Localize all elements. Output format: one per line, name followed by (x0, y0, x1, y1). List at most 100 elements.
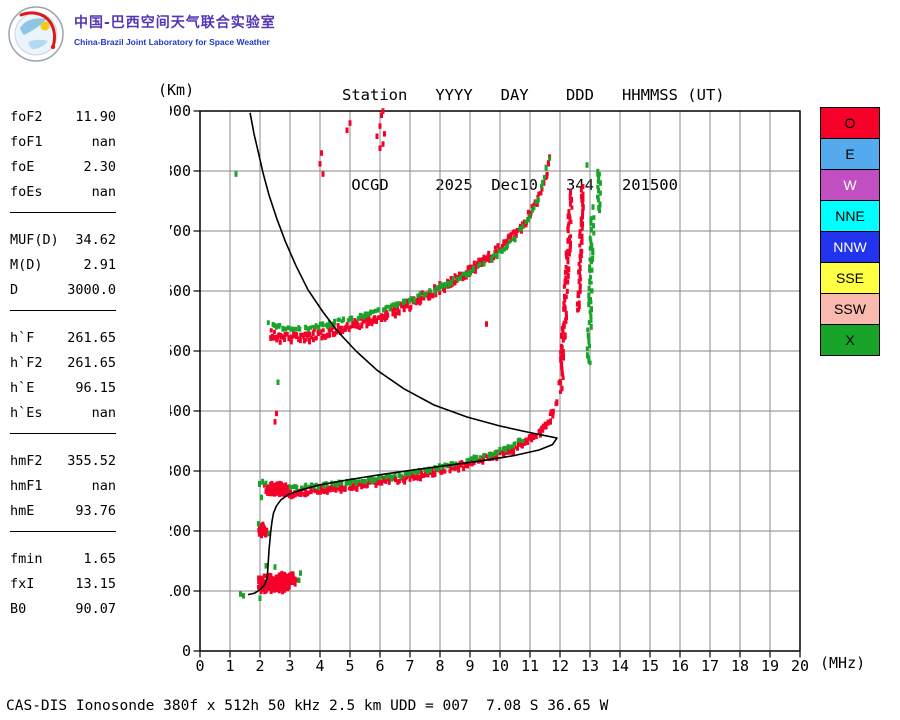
param-value: 355.52 (67, 452, 116, 469)
param-row-hmF1: hmF1 nan (10, 473, 116, 498)
globe-land-icon (20, 18, 46, 35)
y-axis-unit-label: (Km) (158, 81, 195, 99)
svg-text:300: 300 (170, 462, 191, 480)
ionogram-plot: 0123456789101112131415161718192001002003… (170, 102, 809, 675)
legend-item-NNE: NNE (820, 200, 880, 232)
trace-F-trace-X-asymptote (585, 215, 596, 365)
lab-logo-icon (8, 6, 64, 62)
svg-text:20: 20 (791, 657, 809, 675)
parameter-panel: foF2 11.90 foF1 nan foE 2.30 foEs nan MUF(D) 34.6… (10, 104, 116, 621)
svg-text:14: 14 (611, 657, 629, 675)
orbit-dot-icon (50, 44, 56, 50)
svg-text:400: 400 (170, 402, 191, 420)
param-value: 96.15 (75, 379, 116, 396)
param-row-foF2: foF2 11.90 (10, 104, 116, 129)
param-row-hEs: h`Es nan (10, 400, 116, 425)
param-row-fxI: fxI 13.15 (10, 571, 116, 596)
legend-item-O: O (820, 107, 880, 139)
station-header-row: Station YYYY DAY DDD HHMMSS (UT) (342, 86, 725, 104)
param-value: 34.62 (75, 231, 116, 248)
svg-text:16: 16 (671, 657, 689, 675)
param-row-fmin: fmin 1.65 (10, 546, 116, 571)
param-row-hmE: hmE 93.76 (10, 498, 116, 523)
param-group-divider (10, 531, 116, 532)
param-label: fxI (10, 575, 35, 592)
param-group-divider (10, 433, 116, 434)
legend-item-NNW: NNW (820, 231, 880, 263)
svg-text:19: 19 (761, 657, 779, 675)
param-label: MUF(D) (10, 231, 59, 248)
svg-text:900: 900 (170, 102, 191, 120)
svg-text:11: 11 (521, 657, 539, 675)
param-value: 2.91 (83, 256, 116, 273)
param-label: hmF1 (10, 477, 43, 494)
density-profile-line (247, 112, 558, 596)
svg-text:200: 200 (170, 522, 191, 540)
lab-logo: 中国-巴西空间天气联合实验室 China-Brazil Joint Labora… (8, 6, 276, 62)
svg-text:800: 800 (170, 162, 191, 180)
trace-2F-trace-X-fringe (266, 156, 552, 332)
param-value: 90.07 (75, 600, 116, 617)
cluster-F-leading-edge-O-blob (265, 480, 291, 498)
lab-title-en: China-Brazil Joint Laboratory for Space … (74, 37, 270, 47)
trace-F-trace-O-asymptote (557, 189, 574, 394)
axis-ticks (193, 110, 801, 658)
isolated-echoes-O (273, 108, 488, 425)
svg-text:18: 18 (731, 657, 749, 675)
param-label: h`F (10, 329, 35, 346)
param-row-hF2: h`F2 261.65 (10, 350, 116, 375)
orbit-arc-icon (19, 11, 56, 49)
sun-icon (40, 21, 50, 31)
param-value: nan (91, 404, 116, 421)
svg-text:3: 3 (285, 657, 294, 675)
svg-text:2: 2 (255, 657, 264, 675)
param-label: hmF2 (10, 452, 43, 469)
param-value: 13.15 (75, 575, 116, 592)
param-row-MD: M(D) 2.91 (10, 252, 116, 277)
legend-item-X: X (820, 324, 880, 356)
svg-text:100: 100 (170, 582, 191, 600)
svg-text:8: 8 (435, 657, 444, 675)
svg-text:10: 10 (491, 657, 509, 675)
param-label: h`E (10, 379, 35, 396)
trace-F-trace-O (263, 399, 559, 500)
param-row-MUFD: MUF(D) 34.62 (10, 227, 116, 252)
param-row-foE: foE 2.30 (10, 154, 116, 179)
param-value: nan (91, 477, 116, 494)
param-value: 3000.0 (67, 281, 116, 298)
footer-info: CAS-DIS Ionosonde 380f x 512h 50 kHz 2.5… (6, 698, 609, 714)
echo-traces (234, 108, 602, 601)
echo-type-legend: O E W NNE NNW SSE SSW X (820, 107, 880, 356)
svg-text:4: 4 (315, 657, 324, 675)
param-label: h`F2 (10, 354, 43, 371)
plot-frame (199, 110, 801, 652)
param-row-hF: h`F 261.65 (10, 325, 116, 350)
param-row-D: D 3000.0 (10, 277, 116, 302)
param-value: 1.65 (83, 550, 116, 567)
param-row-foEs: foEs nan (10, 179, 116, 204)
svg-text:15: 15 (641, 657, 659, 675)
svg-text:600: 600 (170, 282, 191, 300)
param-row-hmF2: hmF2 355.52 (10, 448, 116, 473)
param-label: foE (10, 158, 35, 175)
param-value: 2.30 (83, 158, 116, 175)
legend-item-SSE: SSE (820, 262, 880, 294)
svg-text:500: 500 (170, 342, 191, 360)
param-group-divider (10, 310, 116, 311)
svg-text:6: 6 (375, 657, 384, 675)
param-label: M(D) (10, 256, 43, 273)
trace-F-trace-X-fringe (258, 437, 525, 492)
svg-text:17: 17 (701, 657, 719, 675)
svg-text:5: 5 (345, 657, 354, 675)
legend-item-SSW: SSW (820, 293, 880, 325)
cluster-E-region-O-blob (257, 572, 291, 595)
legend-item-W: W (820, 169, 880, 201)
param-value: 93.76 (75, 502, 116, 519)
param-row-foF1: foF1 nan (10, 129, 116, 154)
param-value: nan (91, 133, 116, 150)
lab-title-cn: 中国-巴西空间天气联合实验室 (74, 15, 276, 31)
param-label: foF1 (10, 133, 43, 150)
globe-land2-icon (28, 39, 48, 49)
svg-text:9: 9 (465, 657, 474, 675)
svg-text:13: 13 (581, 657, 599, 675)
